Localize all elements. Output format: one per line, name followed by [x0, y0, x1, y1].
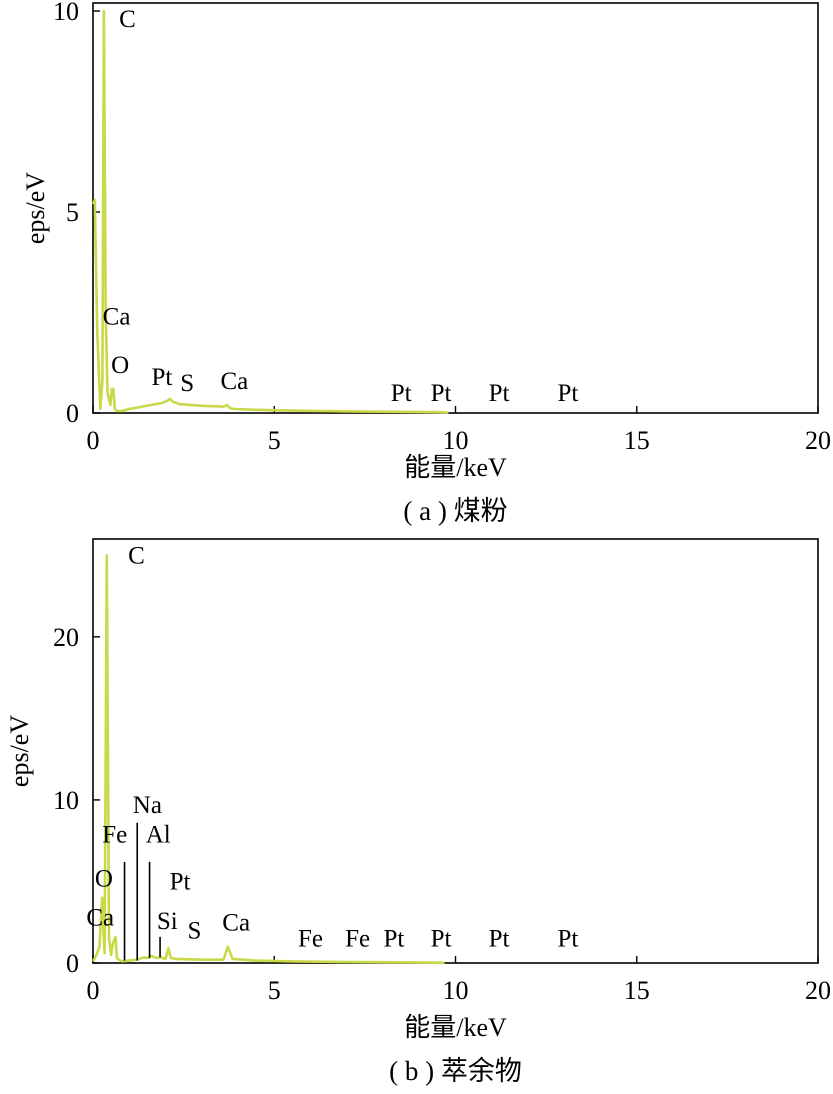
element-label: Ca [222, 909, 250, 936]
y-tick-label: 10 [53, 786, 79, 815]
y-tick-label: 0 [66, 949, 79, 978]
x-tick-label: 0 [87, 426, 100, 455]
element-label: Pt [557, 380, 578, 407]
element-label: Ca [103, 304, 131, 331]
spectrum-line [91, 9, 449, 414]
element-label: Al [146, 821, 171, 848]
element-label: S [188, 918, 202, 945]
element-label: Si [157, 908, 178, 935]
element-label: Fe [345, 926, 370, 953]
y-tick-label: 10 [53, 0, 79, 26]
x-tick-label: 5 [268, 426, 281, 455]
element-label: Ca [220, 368, 248, 395]
element-label: Pt [151, 364, 172, 391]
element-label: Pt [431, 380, 452, 407]
element-label: C [119, 6, 136, 33]
x-tick-label: 20 [805, 426, 831, 455]
panel-caption: ( a ) 煤粉 [403, 496, 507, 526]
element-label: Pt [431, 926, 452, 953]
x-axis-label: 能量/keV [404, 1013, 507, 1042]
x-tick-label: 15 [624, 976, 650, 1005]
plot-frame [92, 538, 819, 964]
x-tick-label: 20 [805, 976, 831, 1005]
element-label: Pt [391, 380, 412, 407]
element-label: Na [133, 792, 162, 819]
x-tick-label: 10 [443, 976, 469, 1005]
y-tick-label: 20 [53, 623, 79, 652]
panel-caption: ( b ) 萃余物 [389, 1056, 522, 1086]
plot-frame [92, 2, 819, 414]
x-tick-label: 5 [268, 976, 281, 1005]
spectrum-line [91, 553, 445, 965]
element-label: Fe [102, 821, 127, 848]
element-label: Pt [383, 926, 404, 953]
element-label: O [95, 865, 113, 892]
element-label: Pt [557, 926, 578, 953]
y-tick-label: 0 [66, 399, 79, 428]
element-label: S [180, 370, 194, 397]
y-axis-label: eps/eV [5, 715, 34, 787]
x-tick-label: 0 [87, 976, 100, 1005]
x-tick-label: 15 [624, 426, 650, 455]
y-tick-label: 5 [66, 198, 79, 227]
element-label: C [128, 542, 145, 569]
element-label: Fe [298, 926, 323, 953]
element-label: Pt [170, 869, 191, 896]
element-label: Ca [86, 904, 114, 931]
element-label: Pt [489, 380, 510, 407]
element-label: O [111, 352, 129, 379]
x-tick-label: 10 [443, 426, 469, 455]
x-axis-label: 能量/keV [404, 453, 507, 482]
y-axis-label: eps/eV [21, 172, 50, 244]
element-label: Pt [489, 926, 510, 953]
